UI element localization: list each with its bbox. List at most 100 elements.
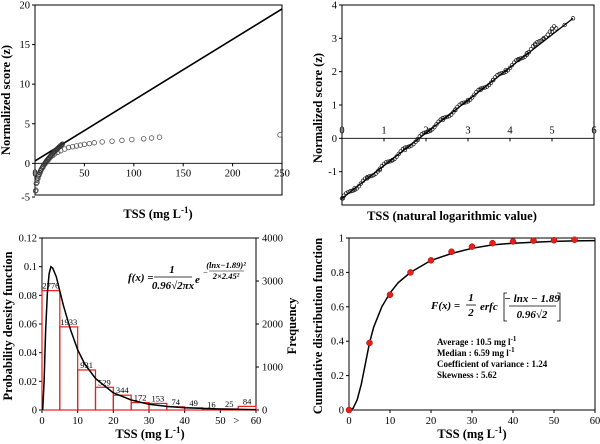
data-point [59, 142, 65, 148]
observed-point [468, 243, 476, 250]
histogram-bar [112, 394, 132, 411]
data-point [91, 140, 97, 146]
data-point [99, 139, 105, 145]
data-point [77, 142, 84, 148]
y-tick-label: 0.4 [331, 337, 345, 348]
x-tick-label: 0 [32, 168, 37, 179]
x-tick-label: 10 [72, 416, 83, 427]
formula-func: erfc [480, 301, 498, 313]
y-tick-label: -5 [21, 193, 30, 204]
data-point [520, 55, 525, 61]
observed-point [550, 236, 558, 244]
x-tick-label: 50 [215, 416, 226, 427]
bar-count-label: 16 [207, 399, 216, 409]
cdf-formula: F(x) = 1 2 erfc − lnx − 1.89 0.96√2 [430, 292, 561, 322]
data-point [545, 32, 550, 37]
data-point [156, 134, 163, 140]
x-tick-label: 100 [126, 168, 142, 179]
stat-line: Coefficient of variance : 1.24 [437, 359, 548, 369]
observed-point [386, 291, 394, 299]
y-tick-label: 0.2 [331, 371, 344, 382]
data-point [34, 177, 40, 183]
x-tick-label: 5 [549, 125, 554, 136]
reference-line [34, 8, 283, 162]
x-tick-label: 10 [385, 416, 396, 427]
y-tick-label: 0.08 [19, 291, 37, 302]
x-tick-label: 0 [339, 125, 344, 136]
x-axis-label: TSS (mg L-1) [115, 425, 184, 441]
x-tick-label: 30 [144, 416, 155, 427]
data-point [533, 42, 538, 48]
data-point [69, 144, 76, 150]
data-point [554, 26, 559, 31]
data-point [81, 141, 88, 148]
observed-point [407, 269, 414, 276]
x-tick-label: 6 [591, 125, 596, 136]
data-point [377, 166, 382, 171]
y-tick-label: 0.02 [19, 377, 37, 388]
y-tick-label: 1 [332, 101, 337, 112]
y-axis-label: Probability density function [1, 251, 15, 400]
formula-exp-sign: − [203, 267, 208, 277]
x-tick-label: 0 [39, 416, 44, 427]
y-tick-label: 0.1 [24, 262, 37, 273]
y-tick-label: 0 [339, 406, 344, 417]
data-point [388, 159, 393, 164]
y-tick-label: 0.06 [19, 320, 37, 331]
y-axis-label: Normalized score (z) [0, 45, 13, 155]
formula-base: e [195, 274, 200, 286]
plot-frame [34, 4, 283, 196]
data-point [350, 188, 355, 193]
y-tick-label: 3 [332, 34, 337, 45]
pdf-formula: f(x) = 1 0.96√2πx e−(lnx−1.89)²2×2.45² [128, 260, 246, 292]
y-right-tick-label: 3000 [262, 277, 283, 288]
data-point [526, 50, 532, 55]
bar-count-label: 84 [243, 396, 252, 406]
y-tick-label: 10 [20, 80, 31, 91]
panel-bottom-right: 0 10 20 30 40 50 60 0 0.2 0.4 0.6 0.8 1 F(x) = 1 2 erfc… [311, 234, 600, 442]
formula-lhs: f(x) = [128, 272, 154, 284]
bar-count-label: 344 [116, 385, 130, 395]
y-tick-label: 15 [20, 40, 31, 51]
formula-den: 0.96√2πx [152, 280, 195, 292]
cdf-curve [348, 239, 596, 411]
x-tick-label: 200 [225, 168, 241, 179]
data-point [465, 97, 471, 103]
data-point [535, 40, 540, 45]
y-axis-label: Normalized score (z) [311, 53, 325, 163]
x-tick-label: 2 [423, 125, 428, 136]
panel-bottom-left: 0 10 20 30 40 50 >6000.020.040.060.080.10.1201… [1, 234, 299, 442]
x-tick-label: 4 [507, 125, 513, 136]
formula-exp-num: (lnx−1.89)² [206, 260, 246, 270]
panel-top-left: 0 50 100 150 200 250 -5 0 5 10 15 20 TSS (mg L-1) Nor… [0, 1, 290, 222]
data-point [440, 117, 445, 123]
x-tick-label: 3 [465, 125, 470, 136]
y-tick-label: 2 [332, 67, 337, 78]
observed-point [345, 406, 353, 414]
bar-count-label: 172 [134, 393, 147, 403]
data-point [530, 44, 536, 49]
formula-den: 2 [467, 307, 474, 319]
x-tick-label: > [233, 416, 239, 427]
data-point [488, 80, 494, 85]
observed-point [530, 237, 537, 244]
x-tick-label: 150 [175, 168, 191, 179]
data-point [59, 141, 66, 147]
y-tick-label: 0.6 [331, 302, 344, 313]
data-point [358, 181, 364, 186]
stat-line: Median : 6.59 mg l-1 [437, 346, 515, 358]
data-point [396, 151, 401, 157]
data-point [570, 16, 576, 21]
data-point [428, 127, 433, 133]
data-point [562, 22, 567, 28]
formula-inner-den: 0.96√2 [517, 309, 548, 321]
data-point [129, 136, 135, 143]
x-tick-label: 1 [381, 125, 386, 136]
y-tick-label: 0.04 [19, 348, 38, 359]
x-tick-label: 60 [251, 416, 262, 427]
data-point [491, 77, 496, 83]
y-right-tick-label: 1000 [262, 363, 283, 374]
formula-num: 1 [468, 292, 474, 304]
y-axis-label: Cumulative distribution function [311, 238, 325, 414]
data-point [549, 26, 555, 31]
